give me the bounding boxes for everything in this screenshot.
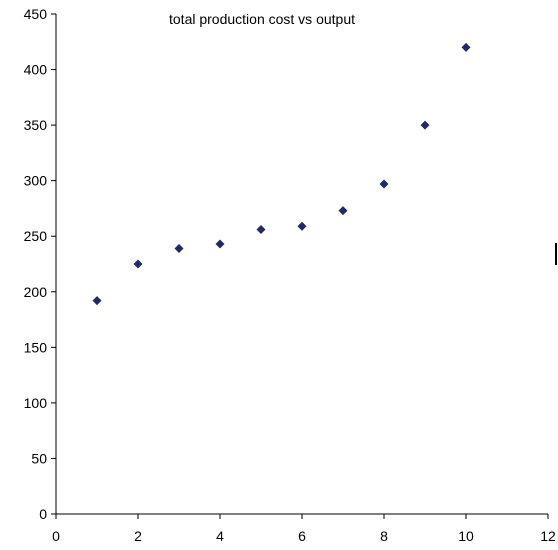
edge-mark — [555, 243, 557, 265]
y-tick-label: 200 — [24, 284, 48, 300]
y-tick-label: 0 — [39, 506, 47, 522]
data-point — [256, 225, 266, 235]
data-point — [420, 120, 430, 130]
x-tick-label: 0 — [52, 528, 60, 544]
data-point — [338, 206, 348, 216]
y-tick-label: 350 — [24, 117, 48, 133]
x-tick-label: 6 — [298, 528, 306, 544]
x-tick-label: 2 — [134, 528, 142, 544]
x-tick-label: 8 — [380, 528, 388, 544]
y-tick-label: 150 — [24, 339, 48, 355]
chart-title: total production cost vs output — [169, 11, 355, 27]
axes-group — [55, 14, 548, 515]
y-tick-label: 450 — [24, 6, 48, 22]
data-point — [297, 221, 307, 231]
data-points-group — [92, 42, 471, 306]
data-point — [174, 243, 184, 253]
data-point — [215, 239, 225, 249]
data-point — [92, 296, 102, 306]
y-tick-label: 100 — [24, 395, 48, 411]
x-ticks-group: 0 2 4 6 8 10 12 — [52, 514, 556, 544]
y-tick-label: 300 — [24, 173, 48, 189]
y-ticks-group: 0 50 100 150 200 250 300 350 400 450 — [24, 6, 56, 522]
data-point — [133, 259, 143, 269]
x-tick-label: 4 — [216, 528, 224, 544]
x-tick-label: 10 — [458, 528, 474, 544]
data-point — [379, 179, 389, 189]
data-point — [461, 42, 471, 52]
y-tick-label: 400 — [24, 62, 48, 78]
y-tick-label: 250 — [24, 228, 48, 244]
y-tick-label: 50 — [31, 450, 47, 466]
x-tick-label: 12 — [540, 528, 556, 544]
